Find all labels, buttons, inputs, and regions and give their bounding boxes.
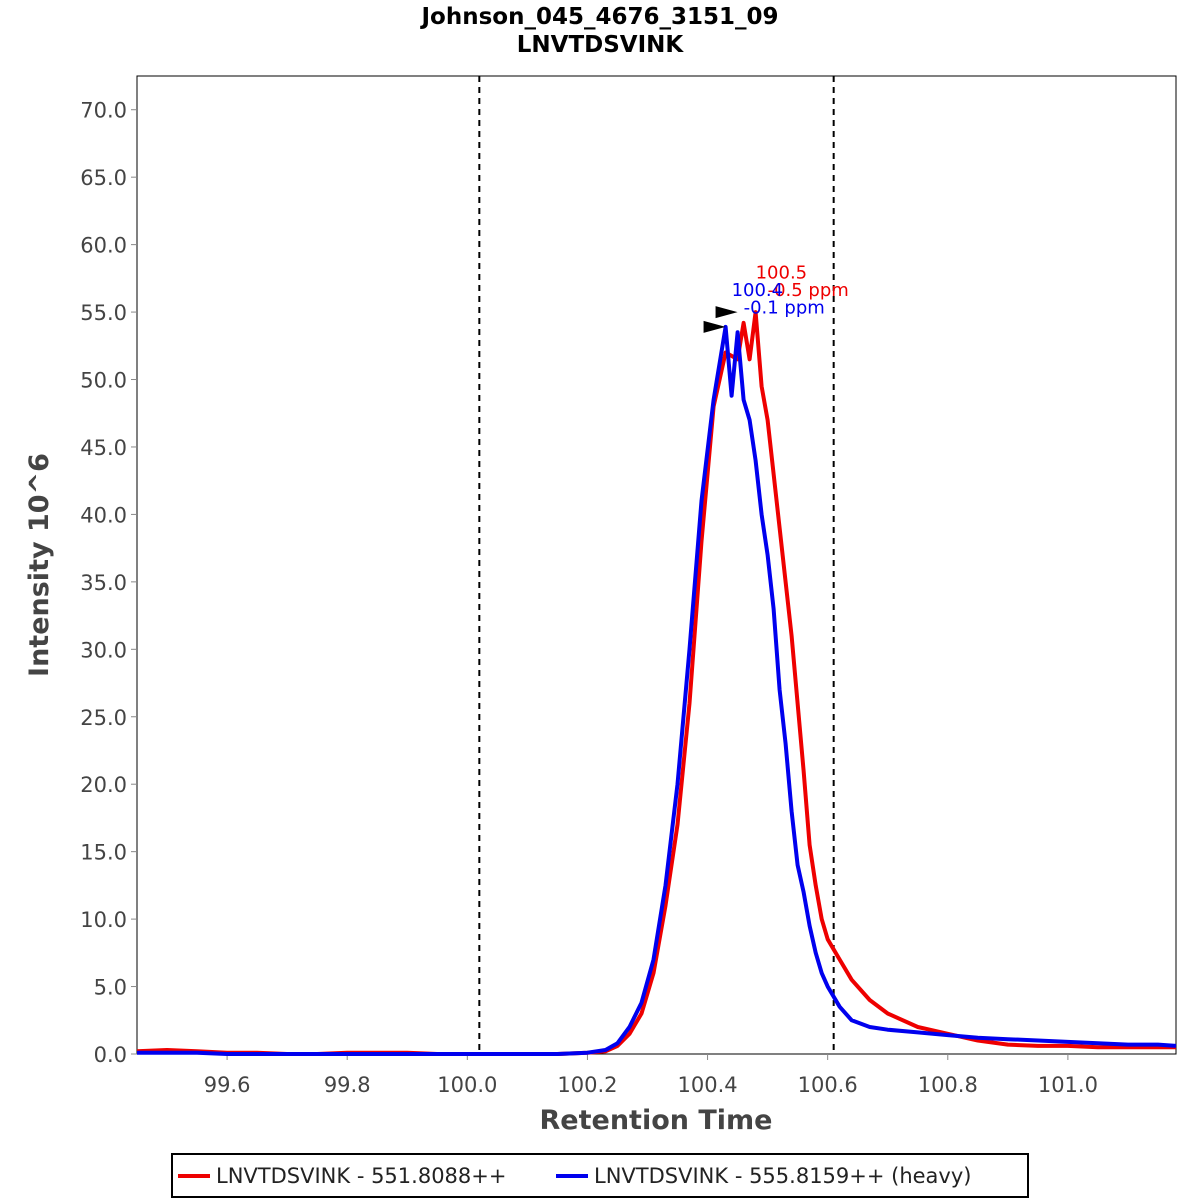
peak-boundaries — [478, 76, 835, 1054]
plot-area — [136, 75, 1177, 1055]
x-axis: 99.6 99.8 100.0 100.2 100.4 100.6 100.8 101.0 — [204, 1054, 1098, 1097]
y-tick-label: 40.0 — [80, 503, 127, 527]
x-tick-label: 100.0 — [437, 1073, 497, 1097]
chart-subtitle: LNVTDSVINK — [517, 32, 685, 58]
y-tick-label: 0.0 — [94, 1043, 127, 1067]
legend-label-heavy: LNVTDSVINK - 555.8159++ (heavy) — [594, 1164, 971, 1188]
y-tick-label: 65.0 — [80, 166, 127, 190]
y-tick-label: 70.0 — [80, 99, 127, 123]
x-tick-label: 99.8 — [324, 1073, 371, 1097]
y-tick-label: 15.0 — [80, 841, 127, 865]
y-tick-label: 20.0 — [80, 773, 127, 797]
y-axis-label: Intensity 10^6 — [24, 453, 55, 677]
legend-box — [171, 1153, 1029, 1198]
peak-markers — [703, 306, 738, 333]
y-axis: 0.0 5.0 10.0 15.0 20.0 25.0 30.0 35.0 40.0 45.0 50… — [80, 99, 137, 1067]
apex-arrow-marker — [703, 320, 726, 333]
x-tick-label: 101.0 — [1038, 1073, 1098, 1097]
legend-label-light: LNVTDSVINK - 551.8088++ — [216, 1164, 506, 1188]
y-tick-label: 35.0 — [80, 571, 127, 595]
y-tick-label: 5.0 — [94, 976, 127, 1000]
y-tick-label: 30.0 — [80, 638, 127, 662]
y-tick-label: 60.0 — [80, 234, 127, 258]
y-tick-label: 55.0 — [80, 301, 127, 325]
y-tick-label: 50.0 — [80, 369, 127, 393]
series-line-heavy — [137, 324, 1177, 1056]
y-tick-label: 10.0 — [80, 908, 127, 932]
y-tick-label: 45.0 — [80, 436, 127, 460]
x-axis-label: Retention Time — [540, 1105, 773, 1136]
y-tick-label: 25.0 — [80, 706, 127, 730]
x-tick-label: 100.8 — [918, 1073, 978, 1097]
legend: LNVTDSVINK - 551.8088++ LNVTDSVINK - 555… — [171, 1153, 1029, 1198]
x-tick-label: 100.6 — [798, 1073, 858, 1097]
apex-arrow-marker — [715, 306, 738, 319]
peak-annotation: 100.5 — [756, 262, 808, 283]
x-tick-label: 100.2 — [557, 1073, 617, 1097]
x-tick-label: 99.6 — [204, 1073, 251, 1097]
chart-title: Johnson_045_4676_3151_09 — [419, 4, 778, 30]
x-tick-label: 100.4 — [677, 1073, 737, 1097]
peak-annotation: 100.4 — [732, 280, 784, 301]
series-lines — [136, 310, 1177, 1056]
peak-annotation: -0.1 ppm — [744, 297, 825, 318]
peak-annotation: -0.5 ppm — [768, 280, 849, 301]
